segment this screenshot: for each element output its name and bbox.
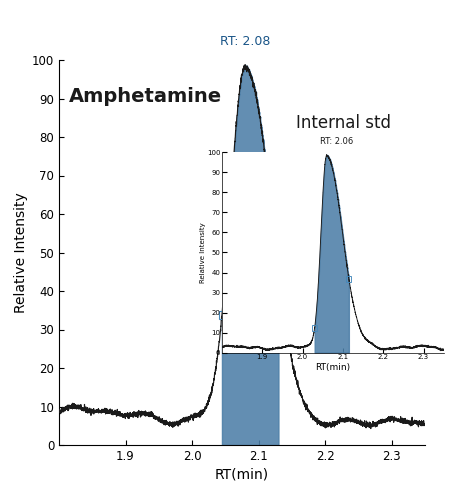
Text: Amphetamine: Amphetamine xyxy=(69,87,222,106)
Y-axis label: Relative Intensity: Relative Intensity xyxy=(14,192,28,313)
X-axis label: RT(min): RT(min) xyxy=(315,362,350,372)
Text: RT: 2.08: RT: 2.08 xyxy=(220,36,270,49)
Text: RT: 2.06: RT: 2.06 xyxy=(320,138,354,146)
Y-axis label: Relative Intensity: Relative Intensity xyxy=(200,222,206,283)
Bar xyxy=(346,276,351,282)
Text: Internal std: Internal std xyxy=(296,114,391,132)
Bar xyxy=(219,311,225,320)
X-axis label: RT(min): RT(min) xyxy=(215,467,269,481)
Bar xyxy=(312,324,317,330)
Bar xyxy=(275,265,282,274)
